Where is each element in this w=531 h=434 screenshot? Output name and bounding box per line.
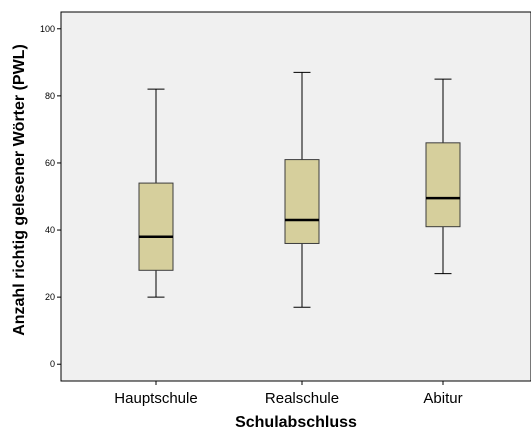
y-axis: 0 20 40 60 80 100 xyxy=(40,24,61,369)
y-tick-label: 100 xyxy=(40,24,55,34)
x-tick-label: Abitur xyxy=(423,390,462,407)
box-iqr xyxy=(425,142,461,228)
box-group xyxy=(138,71,461,308)
box-abitur xyxy=(425,78,461,275)
y-tick-label: 0 xyxy=(50,359,55,369)
x-tick-label: Realschule xyxy=(265,390,339,407)
y-axis-title: Anzahl richtig gelesener Wörter (PWL) xyxy=(11,44,28,336)
box-iqr xyxy=(284,159,320,244)
y-tick-label: 60 xyxy=(45,158,55,168)
y-tick-label: 80 xyxy=(45,91,55,101)
y-tick-label: 20 xyxy=(45,292,55,302)
y-tick-label: 40 xyxy=(45,225,55,235)
x-tick-label: Hauptschule xyxy=(114,390,197,407)
x-axis-title: Schulabschluss xyxy=(235,414,357,431)
box-hauptschule xyxy=(138,88,174,298)
box-iqr xyxy=(138,182,174,271)
x-axis-labels: Hauptschule Realschule Abitur xyxy=(114,381,463,407)
box-realschule xyxy=(284,71,320,308)
